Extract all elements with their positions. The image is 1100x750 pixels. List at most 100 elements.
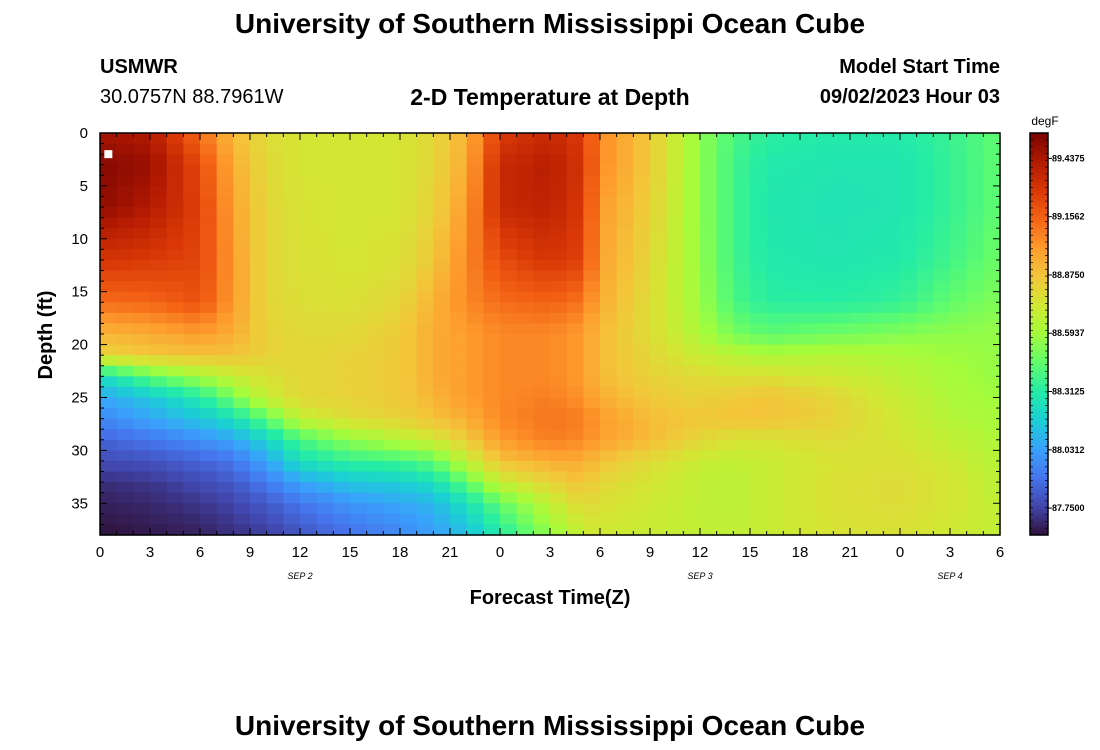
heatmap-cell [466, 164, 484, 176]
heatmap-cell [400, 133, 418, 145]
heatmap-cell [983, 164, 1001, 176]
heatmap-cell [350, 355, 368, 367]
heatmap-cell [350, 344, 368, 356]
heatmap-cell [983, 291, 1001, 303]
heatmap-cell [566, 524, 584, 536]
heatmap-cell [233, 302, 251, 314]
heatmap-cell [833, 460, 851, 473]
heatmap-cell [800, 492, 818, 504]
colorbar-label: 87.7500 [1052, 503, 1085, 513]
heatmap-cell [400, 270, 418, 282]
heatmap-cell [616, 365, 634, 377]
heatmap-cell [983, 270, 1001, 282]
heatmap-cell [366, 397, 384, 409]
heatmap-cell [633, 302, 651, 314]
heatmap-cell [116, 503, 134, 515]
heatmap-cell [666, 207, 684, 219]
heatmap-cell [100, 207, 118, 219]
x-tick-label: 6 [996, 544, 1004, 561]
heatmap-cell [616, 429, 634, 441]
heatmap-cell [583, 207, 601, 219]
heatmap-cell [100, 439, 118, 451]
heatmap-cell [583, 471, 601, 483]
heatmap-cell [700, 418, 718, 430]
heatmap-cell [950, 397, 968, 409]
heatmap-cell [266, 217, 284, 229]
heatmap-cell [900, 334, 918, 346]
heatmap-cell [316, 376, 334, 388]
heatmap-cell [716, 228, 734, 240]
heatmap-cell [666, 365, 684, 377]
heatmap-cell [900, 386, 918, 399]
heatmap-cell [733, 175, 751, 187]
heatmap-cell [166, 259, 184, 272]
heatmap-cell [716, 386, 734, 399]
heatmap-cell [283, 397, 301, 409]
heatmap-cell [483, 386, 501, 399]
heatmap-cell [233, 450, 251, 462]
heatmap-cell [116, 450, 134, 462]
heatmap-cell [283, 334, 301, 346]
heatmap-cell [233, 259, 251, 272]
heatmap-cell [266, 429, 284, 441]
heatmap-cell [216, 238, 234, 250]
heatmap-cell [916, 482, 934, 494]
heatmap-cell [400, 259, 418, 272]
heatmap-cell [666, 408, 684, 420]
heatmap-cell [966, 397, 984, 409]
heatmap-cell [500, 259, 518, 272]
heatmap-cell [633, 492, 651, 504]
heatmap-cell [250, 185, 268, 198]
heatmap-cell [116, 259, 134, 272]
x-tick-label: 3 [946, 544, 954, 561]
heatmap-cell [133, 302, 151, 314]
heatmap-cell [233, 355, 251, 367]
heatmap-cell [666, 334, 684, 346]
heatmap-cell [250, 355, 268, 367]
heatmap-cell [583, 281, 601, 293]
heatmap-cell [800, 397, 818, 409]
heatmap-cell [333, 228, 351, 240]
heatmap-cell [116, 143, 134, 155]
heatmap-cell [516, 291, 534, 303]
heatmap-cell [333, 185, 351, 198]
heatmap-cell [133, 238, 151, 250]
heatmap-cell [233, 312, 251, 325]
heatmap-cell [866, 355, 884, 367]
heatmap-cell [433, 154, 451, 166]
heatmap-cell [116, 397, 134, 409]
heatmap-cell [550, 482, 568, 494]
heatmap-cell [633, 471, 651, 483]
heatmap-cell [733, 291, 751, 303]
heatmap-cell [483, 185, 501, 198]
heatmap-cell [633, 429, 651, 441]
heatmap-cell [583, 344, 601, 356]
heatmap-cell [416, 238, 434, 250]
heatmap-cell [300, 355, 318, 367]
heatmap-cell [600, 503, 618, 515]
heatmap-cell [866, 365, 884, 377]
heatmap-cell [883, 196, 901, 208]
heatmap-cell [100, 503, 118, 515]
heatmap-cell [733, 450, 751, 462]
heatmap-cell [733, 513, 751, 526]
heatmap-cell [566, 513, 584, 526]
heatmap-cell [466, 460, 484, 473]
heatmap-cell [483, 418, 501, 430]
heatmap-cell [666, 164, 684, 176]
heatmap-cell [950, 408, 968, 420]
heatmap-cell [500, 408, 518, 420]
heatmap-cell [900, 164, 918, 176]
heatmap-cell [200, 154, 218, 166]
heatmap-cell [550, 397, 568, 409]
heatmap-cell [750, 164, 768, 176]
heatmap-cell [800, 207, 818, 219]
heatmap-cell [216, 249, 234, 261]
heatmap-cell [366, 133, 384, 145]
heatmap-cell [933, 302, 951, 314]
heatmap-cell [400, 291, 418, 303]
heatmap-cell [416, 471, 434, 483]
heatmap-cell [850, 270, 868, 282]
heatmap-cell [983, 471, 1001, 483]
heatmap-cell [366, 355, 384, 367]
